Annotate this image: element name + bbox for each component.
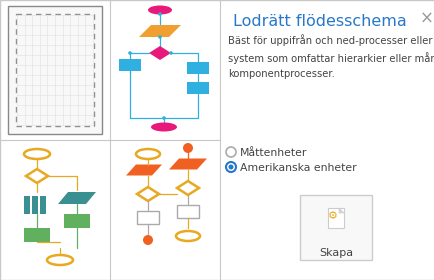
Ellipse shape — [151, 123, 177, 132]
Circle shape — [158, 35, 161, 39]
Text: Amerikanska enheter: Amerikanska enheter — [240, 163, 356, 173]
Bar — [32, 196, 38, 214]
Ellipse shape — [148, 6, 171, 15]
Bar — [119, 59, 141, 71]
Bar — [327, 208, 343, 228]
Bar — [24, 196, 30, 214]
Bar — [24, 228, 50, 242]
Bar — [64, 214, 90, 228]
Text: Lodrätt flödesschema: Lodrätt flödesschema — [233, 14, 406, 29]
Text: Måttenheter: Måttenheter — [240, 148, 307, 158]
Bar — [187, 62, 208, 74]
FancyBboxPatch shape — [16, 14, 94, 126]
Bar — [299, 195, 371, 260]
Bar — [137, 211, 159, 223]
Polygon shape — [149, 46, 171, 60]
Polygon shape — [58, 192, 96, 204]
Polygon shape — [169, 158, 207, 169]
Circle shape — [228, 165, 233, 169]
Text: ×: × — [419, 10, 433, 28]
Circle shape — [158, 12, 161, 16]
Circle shape — [169, 51, 172, 55]
Bar — [177, 204, 198, 218]
Polygon shape — [126, 165, 161, 176]
Circle shape — [226, 147, 236, 157]
Polygon shape — [338, 208, 343, 213]
Circle shape — [128, 51, 132, 55]
Text: Skapa: Skapa — [318, 248, 352, 258]
Circle shape — [226, 147, 236, 157]
Circle shape — [183, 143, 193, 153]
Text: ⚙: ⚙ — [327, 211, 337, 221]
Circle shape — [226, 162, 236, 172]
Bar — [8, 6, 102, 134]
Polygon shape — [139, 25, 181, 37]
Bar — [187, 82, 208, 94]
Circle shape — [162, 116, 165, 120]
Circle shape — [143, 235, 153, 245]
Text: Bäst för uppifrån och ned-processer eller
system som omfattar hierarkier eller m: Bäst för uppifrån och ned-processer elle… — [227, 34, 434, 79]
Bar — [40, 196, 46, 214]
